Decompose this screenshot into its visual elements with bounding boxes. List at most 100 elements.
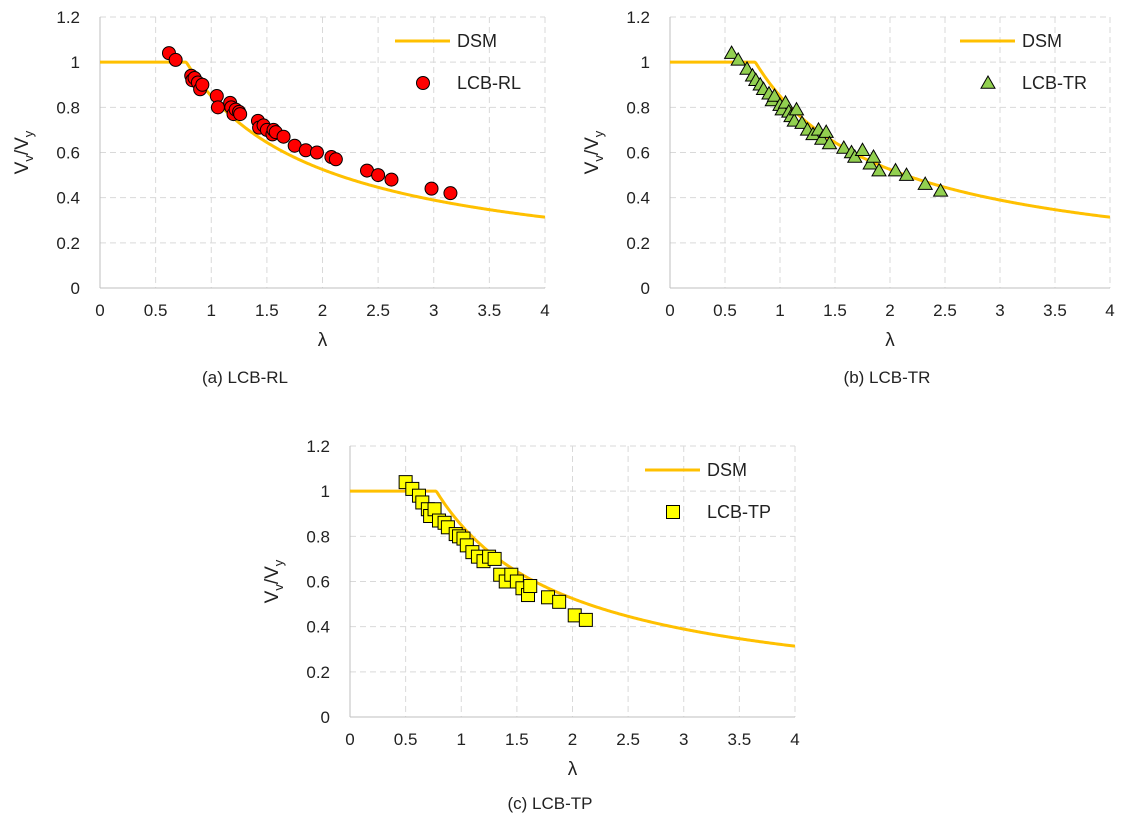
data-point [487, 551, 502, 566]
x-tick-label: 1.5 [505, 730, 529, 749]
data-point [835, 139, 852, 154]
legend-marker-swatch [980, 74, 996, 89]
y-label-sub2: y [21, 130, 36, 137]
legend-entry: LCB-TR [1022, 73, 1087, 93]
data-point [309, 145, 324, 160]
y-label-sub2: y [591, 130, 606, 137]
x-tick-label: 4 [790, 730, 799, 749]
x-tick-label: 3.5 [478, 301, 502, 320]
x-tick-label: 1.5 [823, 301, 847, 320]
data-point [766, 88, 783, 102]
data-point [917, 176, 934, 190]
data-point [578, 612, 593, 627]
data-point [195, 77, 210, 92]
x-tick-label: 3 [679, 730, 688, 749]
y-tick-label: 0 [321, 708, 330, 727]
legend-entry: DSM [1022, 31, 1062, 51]
x-tick-label: 2 [568, 730, 577, 749]
data-point [898, 167, 915, 181]
x-tick-label: 3 [429, 301, 438, 320]
x-tick-label: 2.5 [616, 730, 640, 749]
x-tick-label: 1 [457, 730, 466, 749]
x-tick-label: 4 [540, 301, 549, 320]
x-axis-label: λ [885, 330, 895, 351]
y-label-sub1: v [591, 155, 606, 162]
data-point [854, 142, 871, 156]
x-tick-label: 0 [345, 730, 354, 749]
y-tick-label: 0.4 [56, 189, 80, 208]
data-point [887, 162, 904, 177]
x-tick-label: 2.5 [933, 301, 957, 320]
legend-marker-swatch [416, 76, 430, 90]
data-point [552, 594, 567, 609]
data-point [384, 172, 399, 187]
data-point [424, 181, 439, 196]
data-point [862, 155, 879, 170]
y-axis-label: Vv/Vy [582, 130, 606, 174]
y-tick-label: 0.2 [626, 234, 650, 253]
legend-entry: DSM [707, 460, 747, 480]
x-tick-label: 0 [665, 301, 674, 320]
x-tick-label: 3 [995, 301, 1004, 320]
y-tick-label: 0.8 [626, 98, 650, 117]
x-tick-label: 0.5 [713, 301, 737, 320]
legend-entry: DSM [457, 31, 497, 51]
data-point [788, 101, 805, 116]
data-point [821, 135, 838, 150]
y-label-sub1: v [271, 584, 286, 591]
chart-panel-3: 0 0.5 1 1.5 2 2.5 3 3.5 4 0 0.2 0.4 0.6 0.8 1 1.2 λ Vv/Vy… [262, 437, 800, 813]
x-tick-label: 2 [885, 301, 894, 320]
data-point [818, 124, 835, 138]
data-point [233, 107, 248, 122]
data-point [276, 129, 291, 144]
y-label-slash: /V [582, 137, 603, 155]
y-tick-label: 0 [641, 279, 650, 298]
data-point [794, 115, 810, 129]
data-point [730, 51, 747, 66]
data-point [865, 149, 882, 163]
x-tick-label: 1 [207, 301, 216, 320]
y-tick-label: 0.4 [626, 189, 650, 208]
x-axis-label: λ [568, 759, 578, 780]
x-tick-label: 2.5 [366, 301, 390, 320]
x-tick-label: 1 [775, 301, 784, 320]
data-point [739, 60, 755, 75]
y-tick-label: 0.6 [306, 573, 330, 592]
x-tick-label: 3.5 [728, 730, 752, 749]
chart-caption: (c) LCB-TP [508, 794, 593, 813]
x-tick-label: 1.5 [255, 301, 279, 320]
legend-entry: LCB-TP [707, 502, 771, 522]
y-label-sub2: y [271, 559, 286, 566]
y-tick-label: 0.6 [626, 144, 650, 163]
chart-panel-1: 0 0.5 1 1.5 2 2.5 3 3.5 4 0 0.2 0.4 0.6 0.8 1 1.2 λ Vv/Vy… [12, 8, 550, 387]
y-label-sub1: v [21, 155, 36, 162]
legend-marker-swatch [666, 505, 680, 519]
y-tick-label: 0.2 [56, 234, 80, 253]
y-tick-label: 0.8 [306, 527, 330, 546]
data-point [813, 130, 830, 145]
x-tick-label: 3.5 [1043, 301, 1067, 320]
y-axis-label: Vv/Vy [262, 559, 286, 603]
y-tick-label: 1 [321, 482, 330, 501]
x-tick-label: 0.5 [144, 301, 168, 320]
data-point [932, 182, 949, 197]
y-label-main: V [582, 161, 603, 174]
x-tick-label: 0.5 [394, 730, 418, 749]
y-tick-label: 1.2 [626, 8, 650, 27]
y-label-main: V [12, 161, 33, 174]
data-point [168, 52, 183, 67]
data-point [723, 45, 740, 59]
chart-caption: (a) LCB-RL [202, 368, 288, 387]
y-tick-label: 0.2 [306, 663, 330, 682]
data-point [871, 162, 887, 177]
chart-caption: (b) LCB-TR [844, 368, 931, 387]
data-point [846, 149, 863, 163]
y-tick-label: 1 [641, 53, 650, 72]
y-tick-label: 1 [71, 53, 80, 72]
data-point [523, 579, 538, 594]
x-tick-label: 2 [318, 301, 327, 320]
y-tick-label: 1.2 [56, 8, 80, 27]
chart-panel-2: 0 0.5 1 1.5 2 2.5 3 3.5 4 0 0.2 0.4 0.6 0.8 1 1.2 λ Vv/Vy… [582, 8, 1115, 387]
data-point [371, 168, 386, 183]
